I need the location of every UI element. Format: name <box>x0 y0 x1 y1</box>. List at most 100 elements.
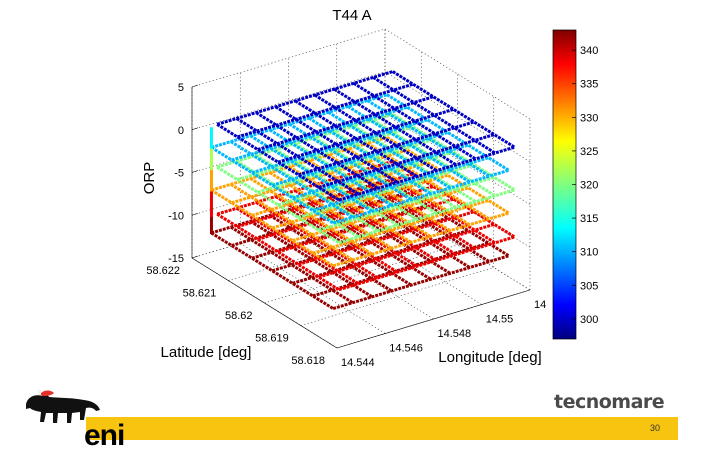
eni-dog-logo <box>26 390 100 423</box>
axis-line <box>191 255 199 259</box>
y-tick-label: 58.618 <box>291 355 325 367</box>
colorbar-tick-label: 340 <box>580 45 598 57</box>
orp-layer <box>210 135 510 268</box>
tecnomare-logo: tecnomare <box>554 391 665 413</box>
track-line <box>312 156 489 212</box>
track-line <box>251 161 428 217</box>
colorbar-tick-label: 320 <box>580 180 598 192</box>
track-line <box>332 211 510 268</box>
page-number: 30 <box>650 423 661 433</box>
track-line <box>318 175 495 232</box>
z-tick-label: 0 <box>178 125 184 137</box>
track-line <box>251 118 428 175</box>
track-line <box>332 254 510 310</box>
grid-line <box>191 28 386 88</box>
grid-line <box>191 114 386 173</box>
axis-line <box>191 212 199 216</box>
x-tick-label: 14.546 <box>389 343 423 355</box>
z-tick-label: -5 <box>174 168 184 180</box>
z-axis-label: ORP <box>141 162 158 195</box>
track-line <box>297 163 475 219</box>
colorbar-ticks: 340 335 330 325 320 315 310 305 300 <box>572 45 598 326</box>
orp-layer <box>216 159 516 292</box>
track-line <box>271 216 449 273</box>
track-line <box>210 135 388 192</box>
colorbar-tick-label: 300 <box>580 314 598 326</box>
track-line <box>312 241 489 298</box>
orp-layer <box>210 93 510 225</box>
y-tick-label: 58.621 <box>183 288 217 300</box>
z-tick-label: 5 <box>178 82 184 94</box>
track-line <box>318 222 495 279</box>
chart-title: T44 A <box>332 7 371 24</box>
track-line <box>257 95 434 151</box>
track-line <box>297 120 475 177</box>
track-line <box>216 112 394 169</box>
track-line <box>257 138 434 194</box>
track-line <box>231 148 408 205</box>
x-tick-label: 14 <box>534 299 546 311</box>
axis-line <box>336 289 531 349</box>
track-line <box>277 107 455 164</box>
axis-line <box>191 170 199 173</box>
eni-wordmark: eni <box>84 419 125 452</box>
track-line <box>210 93 388 149</box>
track-line <box>312 198 489 255</box>
axis-line <box>191 257 338 349</box>
track-line <box>292 143 469 200</box>
track-line <box>210 178 388 235</box>
track-line <box>332 168 510 225</box>
track-line <box>236 125 414 182</box>
y-tick-label: 58.619 <box>255 333 289 345</box>
colorbar-tick-label: 330 <box>580 112 598 124</box>
z-tick-label: -10 <box>168 210 184 222</box>
track-line <box>338 188 515 245</box>
x-axis-label: Longitude [deg] <box>438 349 541 366</box>
track-line <box>257 185 434 241</box>
colorbar-tick-label: 315 <box>580 213 598 225</box>
track-line <box>231 105 408 162</box>
orp-layer <box>210 178 510 310</box>
track-line <box>277 197 455 254</box>
grid-line <box>228 222 422 281</box>
orp-layer <box>216 112 516 245</box>
grid-line <box>300 267 494 326</box>
track-line <box>277 150 455 207</box>
track-line <box>271 173 449 230</box>
y-tick-label: 58.622 <box>146 265 180 277</box>
x-tick-label: 14.55 <box>486 314 514 326</box>
track-line <box>216 70 394 126</box>
y-axis-label: Latitude [deg] <box>161 344 252 361</box>
grid-line <box>191 156 386 216</box>
track-line <box>231 191 408 247</box>
track-line <box>292 229 469 285</box>
x-tick-label: 14.548 <box>438 328 472 340</box>
track-line <box>338 145 515 202</box>
axes-box <box>191 28 531 349</box>
colorbar-tick-label: 310 <box>580 247 598 259</box>
axis-line <box>191 84 199 88</box>
footer-band <box>86 417 678 440</box>
axis-line <box>191 127 199 131</box>
grid-line <box>191 199 386 259</box>
track-line <box>292 186 469 243</box>
track-line <box>318 133 495 189</box>
colorbar-tick-label: 335 <box>580 79 598 91</box>
track-line <box>216 159 394 216</box>
track-line <box>338 235 515 292</box>
data-layers <box>209 70 516 310</box>
track-line <box>251 203 428 260</box>
grid-line <box>264 244 458 304</box>
x-tick-label: 14.544 <box>341 357 375 369</box>
track-line <box>236 172 414 229</box>
colorbar-tick-label: 305 <box>580 280 598 292</box>
footer: eni tecnomare 30 <box>0 386 706 459</box>
grid-line <box>191 71 386 131</box>
track-line <box>236 82 414 139</box>
track-line <box>271 131 449 187</box>
orp-layer <box>216 70 516 202</box>
track-line <box>297 210 475 266</box>
colorbar-tick-label: 325 <box>580 146 598 158</box>
